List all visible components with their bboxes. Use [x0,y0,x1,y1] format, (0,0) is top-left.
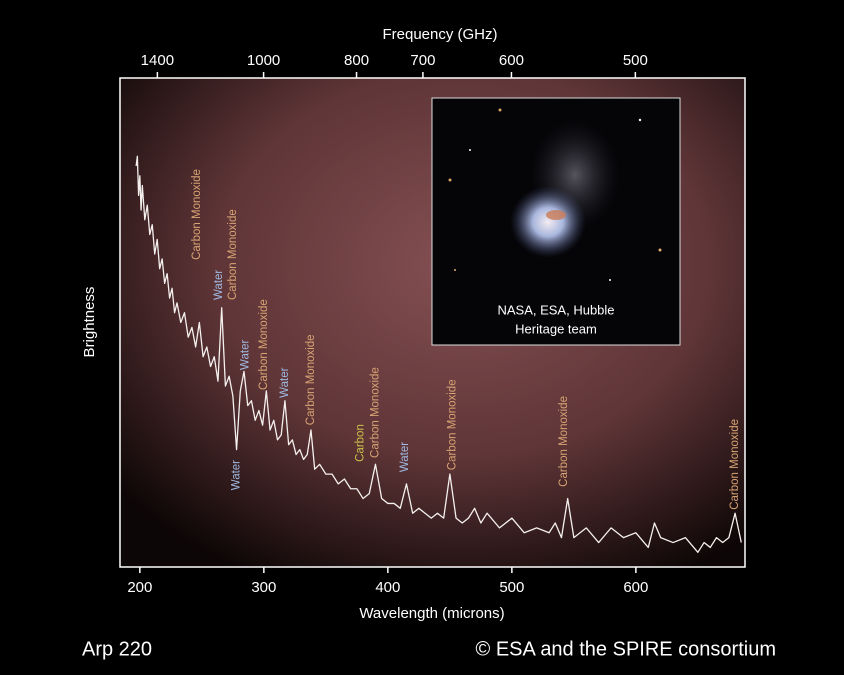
annotation: Water [279,367,291,397]
annotation: Water [213,270,225,300]
annotation: Carbon Monoxide [369,367,381,458]
galaxy-core [510,186,586,258]
annotation: Carbon Monoxide [227,209,239,300]
spectrum-line [135,155,742,553]
y-axis-title: Brightness [81,287,98,358]
star [454,269,456,271]
x-tick-label: 600 [623,579,648,596]
annotation: Water [231,460,243,490]
x-tick-label: 200 [127,579,152,596]
star [658,248,662,252]
x2-axis-title: Frequency (GHz) [382,26,497,43]
annotation: Carbon Monoxide [258,299,270,390]
inset-caption: Heritage team [515,321,597,336]
annotation: Carbon Monoxide [558,396,570,487]
x-axis-title: Wavelength (microns) [359,605,504,622]
x-tick-label: 300 [251,579,276,596]
annotation: Carbon Monoxide [305,334,317,425]
object-name: Arp 220 [82,638,152,660]
x2-tick-label: 1400 [141,52,174,69]
star [469,149,471,151]
x2-tick-label: 600 [499,52,524,69]
annotation: Carbon Monoxide [191,169,203,260]
inset-image: NASA, ESA, Hubble Heritage team [431,97,681,346]
annotation: Water [399,442,411,472]
inset-caption: NASA, ESA, Hubble [497,302,614,317]
annotation: Water [239,340,251,370]
star [638,118,642,122]
annotation: Carbon Monoxide [446,379,458,470]
x-tick-label: 500 [499,579,524,596]
credit: © ESA and the SPIRE consortium [476,638,776,660]
star [609,279,611,281]
x2-tick-label: 800 [344,52,369,69]
x2-tick-label: 500 [623,52,648,69]
annotation: Carbon [355,424,367,462]
star [498,108,502,112]
x2-tick-label: 700 [410,52,435,69]
x-tick-label: 400 [375,579,400,596]
annotation: Carbon Monoxide [729,419,741,510]
star [448,178,452,182]
galaxy-dust [546,210,566,220]
x2-tick-label: 1000 [247,52,280,69]
